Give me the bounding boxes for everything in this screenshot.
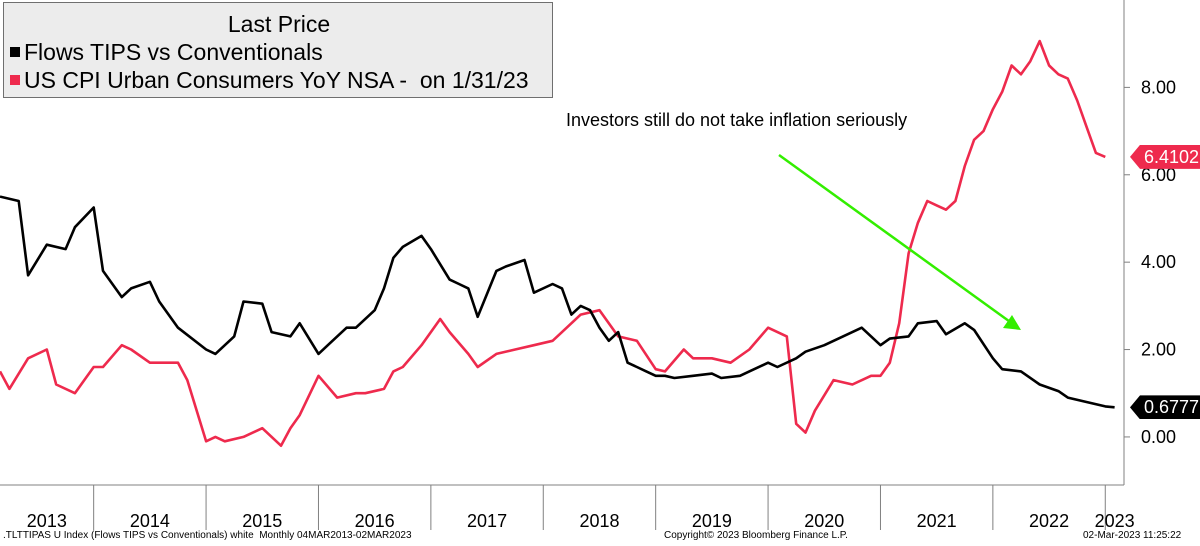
y-tick-label: 2.00 xyxy=(1141,340,1176,360)
x-tick-label: 2023 xyxy=(1095,511,1135,531)
x-tick-label: 2019 xyxy=(692,511,732,531)
y-axis-ticks: 8.00 6.00 4.00 2.00 0.00 xyxy=(1124,77,1176,447)
legend-item-flows: Flows TIPS vs Conventionals xyxy=(10,39,323,66)
y-tick-label: 8.00 xyxy=(1141,77,1176,97)
series-line-flows xyxy=(0,195,1115,409)
chart-annotation: Investors still do not take inflation se… xyxy=(566,110,908,130)
legend-label-cpi: US CPI Urban Consumers YoY NSA - on 1/31… xyxy=(24,67,529,93)
x-tick-label: 2015 xyxy=(242,511,282,531)
series-lines xyxy=(0,39,1115,448)
x-tick-label: 2014 xyxy=(130,511,170,531)
footer-copyright: Copyright© 2023 Bloomberg Finance L.P. xyxy=(664,530,848,541)
x-tick-label: 2022 xyxy=(1029,511,1069,531)
legend-swatch-flows xyxy=(10,47,20,57)
legend: Last Price Flows TIPS vs Conventionals U… xyxy=(3,2,553,98)
x-tick-label: 2013 xyxy=(27,511,67,531)
x-tick-label: 2016 xyxy=(355,511,395,531)
x-tick-label: 2017 xyxy=(467,511,507,531)
legend-item-cpi: US CPI Urban Consumers YoY NSA - on 1/31… xyxy=(10,67,529,94)
last-value-flag-cpi: 6.4102 xyxy=(1130,144,1200,169)
legend-title: Last Price xyxy=(227,11,331,37)
trend-arrow xyxy=(778,153,1021,330)
x-axis-ticks: 2013 2014 2015 2016 2017 2018 2019 2020 2021 2022… xyxy=(27,485,1135,531)
x-tick-label: 2020 xyxy=(804,511,844,531)
x-tick-label: 2021 xyxy=(917,511,957,531)
arrow-shaft xyxy=(778,153,1014,326)
y-tick-label: 0.00 xyxy=(1141,427,1176,447)
legend-swatch-cpi xyxy=(10,75,20,85)
last-value-flag-flows: 0.6777 xyxy=(1130,395,1200,420)
footer-timestamp: 02-Mar-2023 11:25:22 xyxy=(1083,530,1182,541)
y-tick-label: 6.00 xyxy=(1141,165,1176,185)
arrow-head xyxy=(1003,315,1021,330)
y-tick-label: 4.00 xyxy=(1141,252,1176,272)
footer-index-info: .TLTTIPAS U Index (Flows TIPS vs Convent… xyxy=(3,530,412,541)
x-tick-label: 2018 xyxy=(579,511,619,531)
series-line-cpi xyxy=(0,39,1106,448)
legend-label-flows: Flows TIPS vs Conventionals xyxy=(24,39,323,65)
